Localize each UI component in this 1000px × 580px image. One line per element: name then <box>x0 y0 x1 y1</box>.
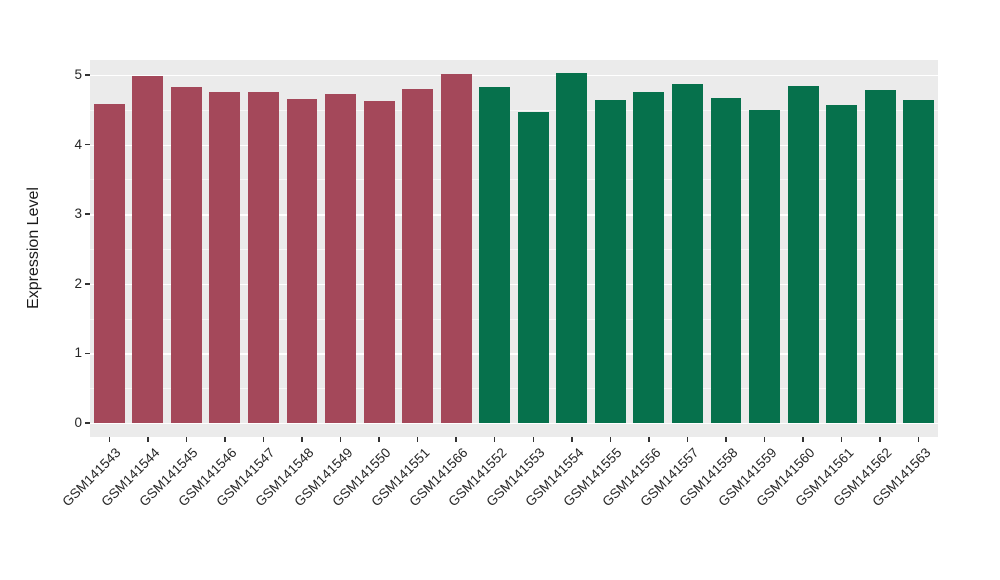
bar-GSM141548 <box>286 98 318 423</box>
bar-GSM141546 <box>209 91 241 423</box>
bar-GSM141559 <box>749 110 780 423</box>
x-tick-mark <box>455 437 457 442</box>
bar-GSM141553 <box>517 111 549 423</box>
y-tick-label: 1 <box>74 345 82 361</box>
major-gridline <box>90 144 938 146</box>
minor-gridline <box>90 388 938 390</box>
major-gridline <box>90 283 938 286</box>
x-tick-mark <box>879 437 881 442</box>
x-tick-mark <box>378 437 380 442</box>
y-axis-title: Expression Level <box>25 187 42 309</box>
x-tick-mark <box>686 437 689 442</box>
y-tick-label: 2 <box>74 275 82 291</box>
y-tick-mark <box>85 213 90 215</box>
x-tick-mark <box>339 437 342 442</box>
x-tick-mark <box>416 437 419 442</box>
x-tick-mark <box>609 437 612 442</box>
x-tick-mark <box>532 437 535 442</box>
major-gridline <box>90 75 938 77</box>
bar-GSM141562 <box>864 90 896 423</box>
x-tick-mark <box>917 437 920 442</box>
x-tick-mark <box>224 437 226 442</box>
minor-gridline <box>90 109 938 111</box>
x-tick-mark <box>493 437 496 442</box>
y-tick-mark <box>85 352 90 355</box>
y-tick-label: 3 <box>74 206 82 222</box>
major-gridline <box>90 353 938 355</box>
y-tick-mark <box>85 143 90 146</box>
bar-GSM141545 <box>170 86 202 423</box>
bar-GSM141560 <box>787 86 819 423</box>
bar-GSM141566 <box>440 73 472 423</box>
bar-GSM141555 <box>594 100 626 423</box>
bar-GSM141543 <box>93 103 125 423</box>
y-tick-label: 4 <box>74 136 82 152</box>
bar-GSM141552 <box>479 86 511 423</box>
x-tick-mark <box>840 437 843 442</box>
minor-gridline <box>90 318 938 320</box>
x-tick-mark <box>725 437 727 442</box>
y-tick-mark <box>85 283 90 285</box>
minor-gridline <box>90 249 938 250</box>
x-tick-mark <box>763 437 766 442</box>
y-tick-label: 5 <box>74 67 82 82</box>
minor-gridline <box>90 179 938 181</box>
plot-panel <box>90 60 938 437</box>
x-tick-mark <box>108 437 111 442</box>
bar-GSM141544 <box>132 76 164 423</box>
bar-GSM141556 <box>633 91 665 423</box>
major-gridline <box>90 423 938 425</box>
x-tick-mark <box>147 437 149 442</box>
x-tick-mark <box>571 437 573 442</box>
x-tick-mark <box>301 437 303 442</box>
x-tick-mark <box>262 437 265 442</box>
x-tick-mark <box>648 437 650 442</box>
bar-GSM141554 <box>556 72 588 423</box>
x-tick-mark <box>802 437 804 442</box>
bar-GSM141547 <box>248 92 279 423</box>
bar-GSM141549 <box>325 94 356 423</box>
y-tick-mark <box>85 422 90 424</box>
y-tick-label: 0 <box>74 415 82 430</box>
bar-GSM141558 <box>710 97 742 423</box>
x-tick-mark <box>185 437 188 442</box>
y-tick-mark <box>85 74 90 76</box>
bar-GSM141561 <box>826 104 858 423</box>
bar-GSM141557 <box>672 84 703 423</box>
bar-GSM141551 <box>402 88 434 423</box>
bar-GSM141550 <box>363 100 395 423</box>
bar-GSM141563 <box>903 100 935 423</box>
major-gridline <box>90 214 938 216</box>
